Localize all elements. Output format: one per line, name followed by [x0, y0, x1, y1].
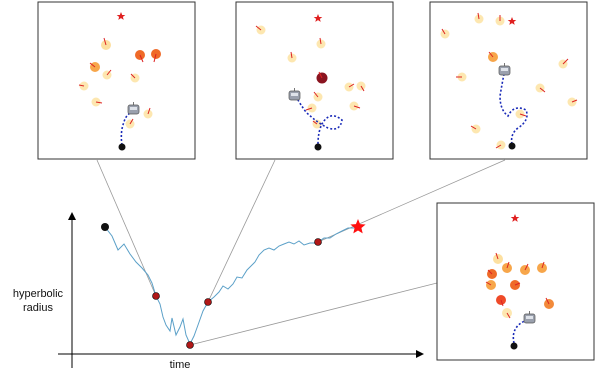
pedestrian-icon: [456, 72, 467, 82]
trajectory-path: [499, 73, 528, 145]
start-dot-icon: [118, 143, 126, 151]
scene-panel-4: [436, 202, 595, 361]
curve-marker-3: [314, 238, 322, 246]
pedestrian-icon: [102, 69, 112, 80]
pedestrian-icon: [567, 97, 578, 107]
pedestrian-icon: [487, 269, 497, 279]
curve-marker-1: [152, 292, 160, 300]
curve-marker-2: [204, 298, 212, 306]
goal-star-icon: [116, 12, 126, 20]
pedestrian-icon: [535, 83, 546, 93]
pedestrian-icon: [151, 49, 161, 63]
pedestrian-icon: [520, 263, 530, 275]
pedestrian-icon: [135, 50, 145, 63]
pedestrian-icon: [287, 51, 297, 63]
pedestrian-icon: [502, 308, 512, 319]
pedestrian-icon: [130, 73, 140, 83]
pedestrian-icon: [312, 119, 322, 129]
panel-frame: [235, 1, 394, 160]
robot-icon: [498, 63, 511, 76]
y-axis-label-line2: radius: [23, 302, 53, 314]
x-axis-label: time: [170, 359, 191, 371]
start-dot-icon: [508, 142, 516, 150]
y-axis-label-line1: hyperbolic: [13, 288, 64, 300]
pedestrian-icon: [316, 37, 326, 49]
pedestrian-icon: [488, 51, 498, 62]
scene-panel-2: [235, 1, 394, 160]
pedestrian-icon: [470, 124, 481, 134]
pedestrian-icon: [349, 101, 361, 111]
pedestrian-icon: [313, 91, 323, 102]
pedestrian-icon: [78, 81, 89, 91]
pedestrian-icon: [558, 58, 569, 69]
pedestrian-icon: [440, 28, 450, 39]
panel-frame: [429, 1, 588, 160]
pedestrian-icon: [474, 12, 484, 24]
pedestrian-icon: [101, 37, 111, 50]
pedestrian-icon: [143, 107, 153, 119]
pedestrian-icon: [515, 109, 527, 119]
pedestrian-group: [255, 25, 366, 129]
pedestrian-icon: [495, 15, 505, 26]
pedestrian-icon: [493, 252, 503, 264]
goal-star-icon: [507, 17, 517, 25]
pedestrian-icon: [316, 71, 328, 84]
robot-icon: [288, 88, 301, 101]
connector-line-4: [189, 282, 438, 346]
pedestrian-icon: [91, 97, 103, 107]
pedestrian-icon: [502, 261, 512, 273]
pedestrian-group: [485, 252, 554, 319]
pedestrian-group: [440, 12, 578, 150]
pedestrian-icon: [510, 280, 521, 290]
pedestrian-icon: [305, 103, 317, 113]
start-dot-icon: [510, 342, 518, 350]
panel-frame: [37, 1, 196, 160]
goal-star-icon: [510, 214, 520, 222]
start-dot-icon: [314, 143, 322, 151]
curve-marker-4: [186, 341, 194, 349]
start-dot-icon: [101, 223, 109, 231]
scene-panel-3: [429, 1, 588, 160]
pedestrian-icon: [356, 81, 366, 92]
pedestrian-icon: [485, 280, 496, 290]
pedestrian-icon: [125, 118, 135, 129]
pedestrian-icon: [496, 295, 506, 307]
pedestrian-icon: [537, 261, 547, 273]
connector-line-2: [207, 159, 276, 303]
robot-icon: [523, 311, 536, 324]
pedestrian-icon: [544, 297, 554, 309]
pedestrian-group: [78, 37, 161, 129]
scene-panel-1: [37, 1, 196, 160]
pedestrian-icon: [89, 62, 100, 72]
goal-star-icon: [350, 219, 366, 234]
robot-icon: [127, 102, 140, 115]
goal-star-icon: [313, 14, 323, 22]
pedestrian-icon: [495, 140, 506, 150]
main-plot: hyperbolic radius time: [13, 212, 424, 371]
pedestrian-icon: [344, 82, 355, 92]
pedestrian-icon: [255, 25, 266, 35]
trajectory-path: [296, 97, 343, 145]
